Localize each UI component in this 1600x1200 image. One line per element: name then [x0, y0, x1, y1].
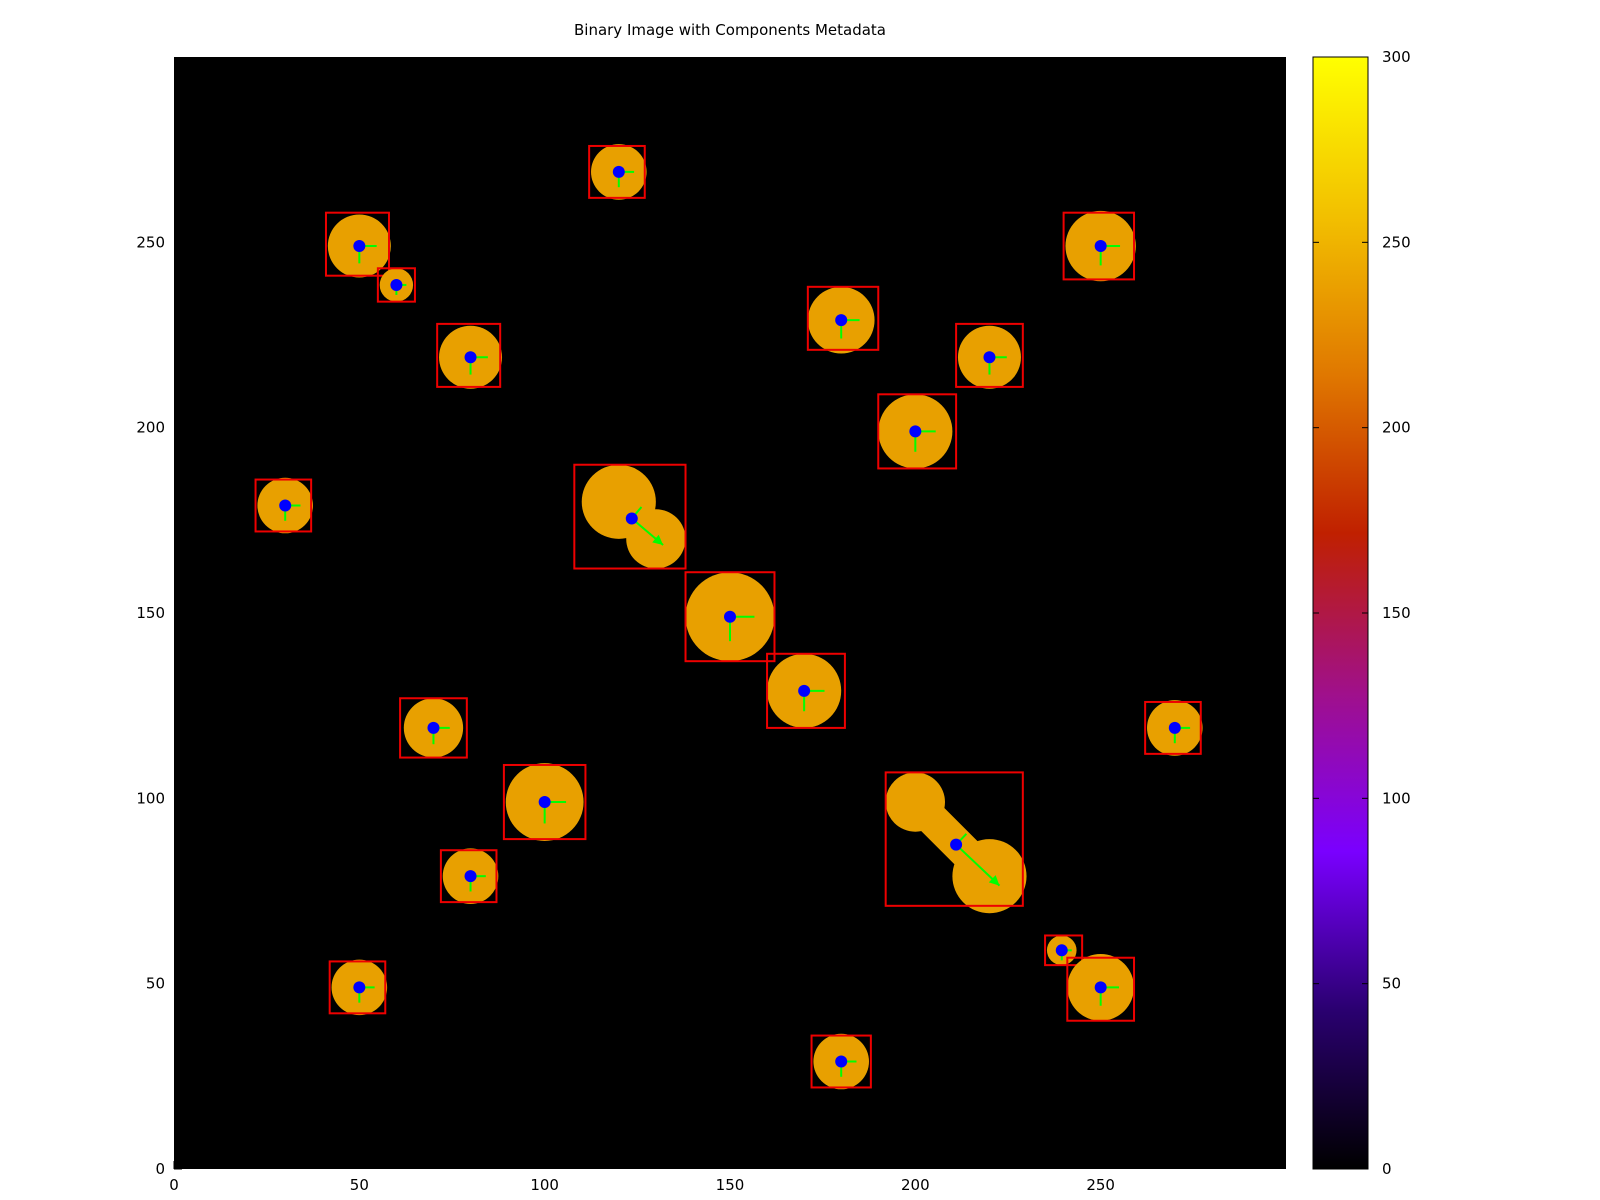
colorbar: [1312, 56, 1369, 1170]
centroid-marker: [464, 351, 477, 364]
component-15: [439, 848, 499, 904]
x-tick-label: 150: [716, 1176, 745, 1194]
bounding-box: [877, 393, 958, 470]
bounding-box: [439, 849, 498, 904]
colorbar-tick-label: 300: [1382, 48, 1411, 66]
centroid-marker: [538, 796, 551, 809]
centroid-marker: [353, 240, 366, 253]
y-tick-label: 250: [136, 233, 165, 251]
component-8: [1062, 210, 1136, 282]
centroid-marker: [983, 351, 996, 364]
bounding-box: [502, 763, 587, 841]
centroid-marker: [724, 610, 736, 623]
bounding-box: [254, 478, 313, 533]
major-axis-arrowhead: [652, 534, 664, 545]
y-tick-label: 200: [136, 419, 165, 437]
component-20: [573, 463, 687, 570]
plot-content: [254, 144, 1203, 1090]
component-lobe: [885, 772, 945, 832]
colorbar-tick-label: 250: [1382, 233, 1411, 251]
component-7: [955, 322, 1024, 389]
y-axis: 0 50 100 150 200 250: [136, 233, 182, 1178]
bounding-box: [1044, 934, 1084, 967]
component-21: [884, 771, 1027, 914]
major-axis-arrowhead: [988, 875, 1000, 886]
centroid-marker: [835, 1055, 848, 1068]
centroid-marker: [950, 838, 963, 851]
centroid-marker: [390, 278, 403, 291]
centroid-marker: [1055, 944, 1068, 957]
bounding-box: [1144, 700, 1202, 755]
component-12: [399, 697, 468, 759]
bounding-box: [684, 571, 776, 663]
centroid-marker: [279, 499, 292, 512]
centroid-marker: [1094, 981, 1107, 994]
y-tick-label: 0: [155, 1160, 165, 1178]
centroid-marker: [798, 684, 811, 697]
component-11: [766, 652, 846, 729]
component-16: [328, 959, 388, 1016]
colorbar-tick-label: 150: [1382, 604, 1411, 622]
component-17: [810, 1033, 872, 1090]
centroid-marker: [612, 165, 625, 178]
component-5: [588, 144, 647, 200]
x-tick-label: 50: [350, 1176, 369, 1194]
component-6: [806, 285, 880, 354]
colorbar-tick-label: 0: [1382, 1160, 1392, 1178]
component-4: [436, 322, 503, 389]
x-tick-label: 200: [901, 1176, 930, 1194]
bounding-box: [1066, 956, 1136, 1022]
bounding-box: [573, 463, 687, 570]
colorbar-tick-label: 100: [1382, 789, 1411, 807]
bounding-box: [884, 771, 1024, 907]
bounding-box: [955, 322, 1024, 388]
x-tick-label: 0: [169, 1176, 179, 1194]
y-tick-label: 100: [136, 789, 165, 807]
component-14: [502, 763, 587, 841]
colorbar-axis: 0 50 100 150 200 250 300: [1313, 48, 1411, 1178]
centroid-marker: [625, 512, 638, 525]
component-1: [254, 477, 314, 534]
bounding-box: [810, 1034, 872, 1089]
bounding-box: [1062, 211, 1136, 281]
y-tick-label: 150: [136, 604, 165, 622]
colorbar-tick-label: 200: [1382, 419, 1411, 437]
chart-title: Binary Image with Components Metadata: [574, 21, 886, 39]
component-10: [684, 571, 776, 663]
bounding-box: [588, 144, 646, 199]
bounding-box: [766, 652, 846, 729]
bounding-box: [376, 267, 416, 303]
component-2: [324, 211, 391, 278]
colorbar-tick-label: 50: [1382, 975, 1401, 993]
component-9: [877, 393, 958, 470]
bounding-box: [324, 211, 390, 277]
centroid-marker: [464, 870, 477, 883]
bounding-box: [436, 322, 502, 388]
centroid-marker: [353, 981, 366, 994]
component-3: [376, 267, 416, 303]
x-tick-label: 250: [1086, 1176, 1115, 1194]
bounding-box: [328, 960, 387, 1015]
x-axis: 0 50 100 150 200 250: [169, 1161, 1115, 1194]
bounding-box: [806, 285, 880, 351]
component-13: [1144, 700, 1203, 756]
centroid-marker: [909, 425, 922, 438]
component-19: [1066, 954, 1136, 1022]
centroid-marker: [1094, 240, 1107, 253]
bounding-box: [399, 697, 468, 759]
centroid-marker: [835, 314, 848, 327]
y-tick-label: 50: [146, 975, 165, 993]
centroid-marker: [427, 721, 440, 734]
centroid-marker: [1168, 721, 1181, 734]
x-tick-label: 100: [530, 1176, 559, 1194]
